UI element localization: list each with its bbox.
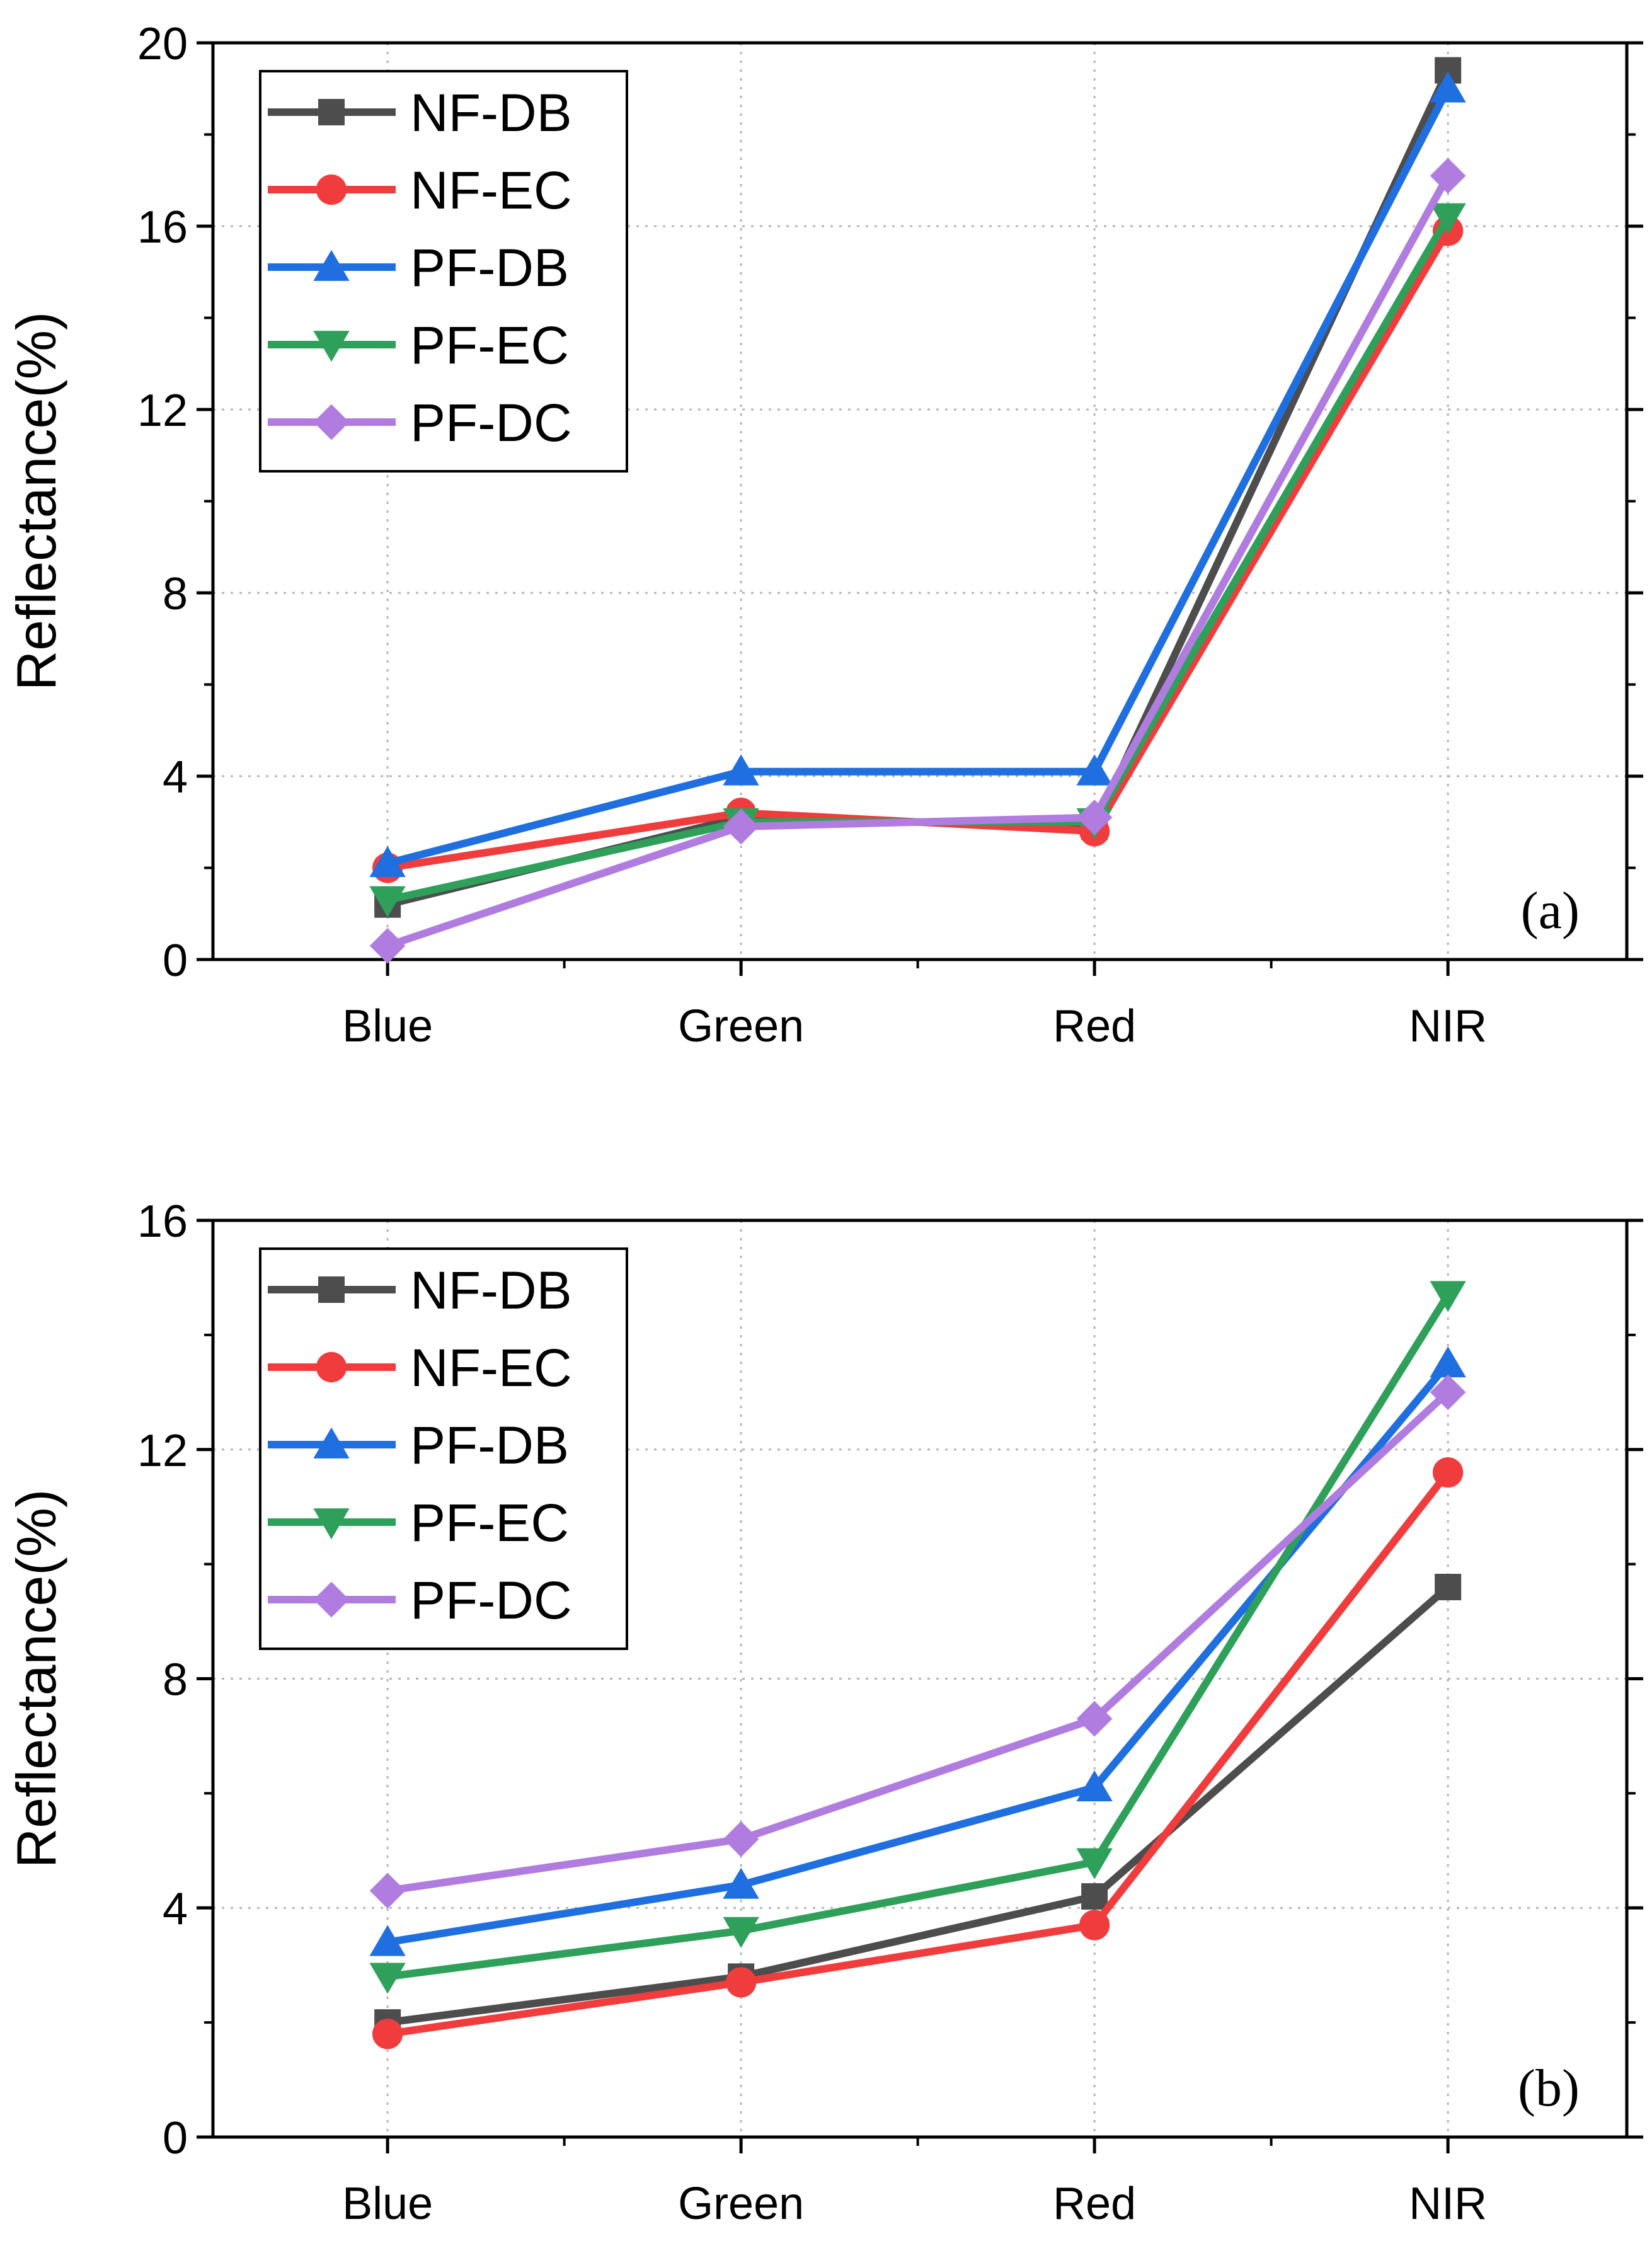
y-tick-label: 8 — [163, 569, 188, 619]
data-point-pf-ec-green — [723, 1917, 759, 1948]
legend-label-nf-db: NF-DB — [410, 83, 572, 142]
data-point-nf-ec-green — [725, 1967, 757, 1998]
legend-marker-nf-db — [318, 99, 345, 125]
data-point-nf-ec-red — [1079, 1910, 1110, 1940]
x-tick-label: Red — [1053, 2179, 1136, 2229]
data-point-pf-ec-nir — [1430, 1281, 1466, 1312]
legend-label-pf-ec: PF-EC — [410, 1493, 569, 1552]
y-tick-label: 12 — [137, 1426, 188, 1476]
data-point-pf-ec-blue — [369, 886, 406, 917]
y-tick-label: 0 — [163, 2113, 188, 2164]
y-tick-label: 16 — [137, 1196, 188, 1247]
legend-marker-pf-db — [313, 249, 350, 281]
series-line-pf-dc — [387, 1389, 1451, 1894]
x-tick-label: NIR — [1409, 1001, 1487, 1052]
data-point-pf-dc-nir — [1430, 158, 1466, 194]
y-tick-label: 4 — [163, 1884, 188, 1934]
series-line-pf-ec — [387, 1293, 1452, 1981]
data-point-pf-dc-red — [1076, 1700, 1113, 1737]
data-point-pf-db-red — [1076, 754, 1113, 786]
data-point-pf-db-red — [1076, 1770, 1113, 1802]
x-tick-label: Green — [678, 2179, 804, 2229]
legend-marker-nf-ec — [316, 1351, 347, 1383]
y-axis-title: Reflectance(%) — [5, 312, 67, 691]
legend-label-pf-db: PF-DB — [410, 238, 569, 297]
data-point-pf-db-nir — [1430, 1346, 1466, 1378]
series-line-pf-db — [386, 86, 1452, 868]
y-tick-label: 12 — [137, 386, 188, 436]
data-point-pf-db-green — [723, 1867, 759, 1899]
x-tick-label: Red — [1053, 1001, 1136, 1052]
series-line-nf-ec — [387, 1470, 1451, 2038]
data-point-pf-ec-blue — [369, 1963, 406, 1994]
data-point-nf-db-nir — [1435, 1574, 1462, 1600]
y-tick-label: 4 — [163, 752, 188, 803]
data-point-pf-dc-nir — [1430, 1374, 1466, 1411]
x-tick-label: Blue — [342, 1001, 433, 1052]
legend-marker-pf-ec — [313, 331, 350, 362]
series-line-pf-dc — [386, 174, 1452, 949]
legend-marker-nf-db — [318, 1276, 345, 1303]
legend-label-pf-ec: PF-EC — [410, 316, 569, 375]
y-tick-label: 20 — [137, 19, 188, 69]
legend-marker-nf-ec — [316, 174, 347, 205]
data-point-pf-ec-nir — [1430, 203, 1466, 234]
legend-label-nf-ec: NF-EC — [410, 1338, 572, 1397]
legend-marker-pf-dc — [313, 1581, 350, 1618]
y-tick-label: 0 — [163, 936, 188, 986]
y-tick-label: 8 — [163, 1655, 188, 1705]
legend-marker-pf-dc — [313, 404, 350, 440]
data-point-pf-dc-blue — [369, 927, 406, 964]
data-point-pf-db-blue — [369, 1925, 406, 1956]
data-point-pf-db-green — [723, 754, 759, 786]
data-point-nf-ec-blue — [372, 2019, 403, 2049]
legend-label-pf-db: PF-DB — [410, 1416, 569, 1475]
data-point-pf-dc-green — [723, 808, 759, 845]
data-point-pf-db-blue — [369, 845, 406, 878]
legend-label-pf-dc: PF-DC — [410, 393, 572, 452]
data-point-pf-dc-red — [1076, 800, 1113, 835]
series-line-nf-db — [387, 1584, 1451, 2027]
x-tick-label: Green — [678, 1001, 804, 1052]
panel-b-chart: 0 4 8 12 16 Blue Green Red NIR Reflectance(%) NF-D… — [5, 1196, 1643, 2229]
x-tick-label: Blue — [342, 2179, 433, 2229]
legend-label-pf-dc: PF-DC — [410, 1571, 572, 1630]
data-point-pf-dc-blue — [369, 1872, 406, 1909]
panel-a-chart: 0 4 8 12 16 20 Blue Green Red NIR Reflectance(%) NF… — [5, 19, 1643, 1052]
y-axis-title: Reflectance(%) — [5, 1489, 67, 1869]
legend-marker-pf-db — [313, 1427, 350, 1459]
y-tick-label: 16 — [137, 202, 188, 253]
legend-label-nf-ec: NF-EC — [410, 161, 572, 220]
legend-label-nf-db: NF-DB — [410, 1261, 572, 1320]
data-point-nf-db-red — [1081, 1883, 1108, 1910]
data-point-pf-db-nir — [1430, 71, 1466, 103]
data-point-pf-dc-green — [723, 1821, 759, 1857]
data-point-nf-ec-nir — [1432, 1457, 1464, 1488]
panel-label: (b) — [1518, 2059, 1580, 2118]
legend-marker-pf-ec — [313, 1508, 350, 1540]
x-tick-label: NIR — [1409, 2179, 1487, 2229]
data-point-pf-ec-red — [1076, 1848, 1113, 1879]
panel-label: (a) — [1521, 881, 1580, 940]
